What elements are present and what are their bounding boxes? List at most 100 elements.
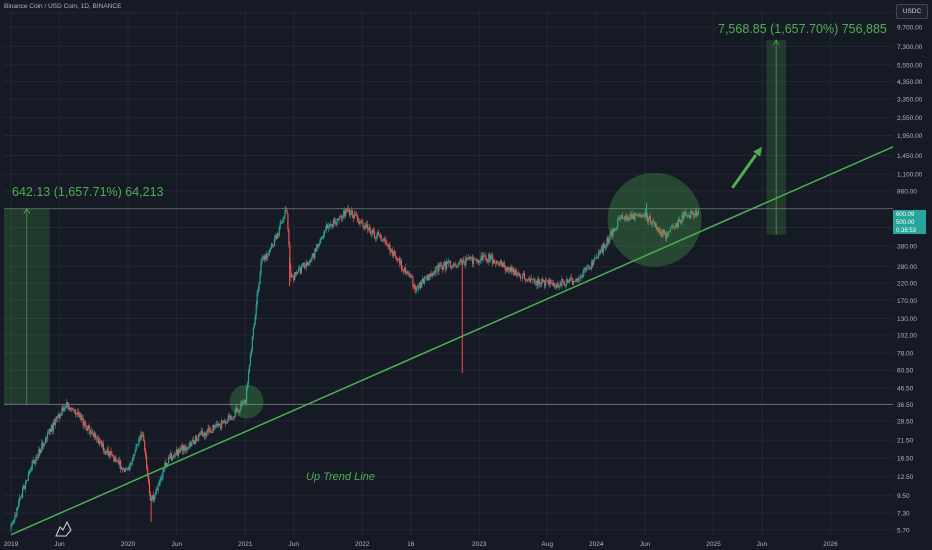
candle-body: [211, 431, 213, 433]
candle-body: [282, 218, 284, 223]
candle: [91, 427, 93, 434]
candle: [382, 238, 384, 243]
candle: [228, 412, 230, 422]
candle: [496, 260, 499, 264]
candle-body: [27, 473, 29, 481]
candle-body: [598, 252, 601, 254]
candle-body: [435, 267, 437, 273]
candle-body: [71, 408, 73, 410]
candle-body: [436, 266, 438, 268]
candle-body: [252, 327, 254, 337]
candle: [41, 439, 43, 453]
candle: [687, 214, 689, 219]
candle: [171, 456, 174, 462]
candle-body: [207, 428, 209, 433]
candle-body: [314, 248, 316, 259]
candle-body: [184, 446, 186, 451]
candle: [397, 258, 400, 261]
candle: [619, 215, 622, 222]
candle: [66, 398, 68, 409]
candle-body: [331, 224, 333, 227]
candle-body: [592, 261, 594, 266]
candle-body: [17, 506, 19, 509]
candle-body: [690, 211, 692, 218]
candle: [274, 233, 277, 242]
candle-body: [245, 400, 247, 403]
candle: [650, 221, 652, 227]
candle-body: [696, 213, 699, 216]
candle: [530, 274, 532, 281]
candle: [520, 277, 523, 279]
quote-currency-button[interactable]: USDC: [896, 4, 928, 19]
candle: [696, 212, 699, 217]
candle-body: [311, 256, 313, 260]
candle-body: [497, 262, 500, 265]
candle-body: [465, 257, 467, 266]
candle-body: [68, 405, 70, 410]
candle-body: [558, 286, 560, 288]
candle: [162, 467, 164, 481]
candle: [566, 275, 568, 288]
candle-body: [565, 284, 567, 286]
candle: [102, 440, 104, 454]
candle-body: [103, 450, 105, 452]
candle-body: [443, 265, 445, 271]
candle: [408, 271, 410, 278]
candle: [680, 221, 682, 224]
candle: [590, 265, 592, 270]
candle: [357, 215, 359, 223]
candle: [562, 278, 564, 282]
candle: [193, 436, 195, 445]
candle-body: [476, 259, 478, 261]
candle: [358, 218, 360, 226]
candle-body: [344, 211, 346, 217]
candle-body: [510, 267, 512, 272]
candle: [666, 230, 668, 242]
candle: [101, 440, 103, 449]
candle: [445, 258, 448, 272]
candle: [697, 207, 700, 215]
candle-body: [630, 213, 632, 219]
candle: [586, 264, 588, 272]
candle: [606, 236, 608, 248]
candle-body: [217, 423, 219, 426]
candle: [203, 430, 205, 441]
candle: [121, 467, 124, 474]
candle-body: [668, 231, 670, 235]
candle-body: [657, 227, 659, 230]
candle-body: [80, 414, 82, 420]
candle-body: [526, 280, 528, 282]
candle-body: [162, 469, 164, 478]
candle: [272, 245, 275, 248]
x-axis: 2019 Jun 2020 Jun 2021 Jun 2022 16 2023 Aug 2024 Ju…: [4, 541, 838, 548]
candle: [292, 274, 294, 278]
candle-body: [578, 278, 580, 280]
candle: [468, 254, 470, 260]
candle: [372, 227, 375, 234]
candle: [154, 491, 156, 499]
candle: [406, 270, 408, 275]
candle-body: [369, 227, 371, 230]
candle-body: [418, 285, 420, 289]
candle: [682, 211, 684, 222]
candle-body: [520, 276, 522, 279]
candle: [121, 466, 123, 470]
candle: [592, 259, 594, 268]
candle: [152, 491, 154, 503]
candle-body: [160, 477, 162, 481]
candle-body: [495, 261, 498, 264]
candle-body: [590, 267, 592, 269]
candle: [392, 247, 394, 258]
candle: [268, 250, 270, 256]
candle-body: [427, 274, 429, 281]
tradingview-logo-icon: [55, 520, 72, 537]
candle: [379, 232, 381, 238]
candle-body: [694, 210, 697, 215]
candle-body: [433, 271, 435, 273]
y-axis-tick-label: 1,950.00: [897, 133, 923, 140]
candle-body: [267, 254, 269, 258]
candle-body: [100, 441, 103, 446]
candle-body: [641, 215, 643, 217]
candle-body: [569, 278, 571, 282]
